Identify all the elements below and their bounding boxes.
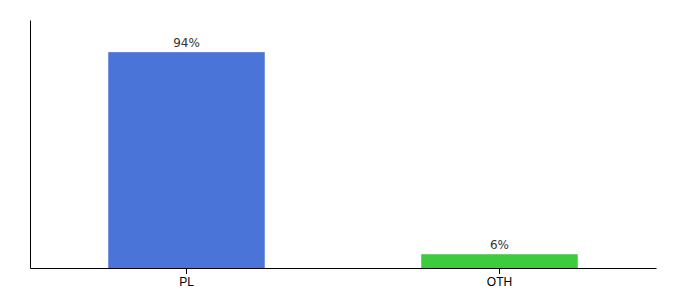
data-label: 6% [490, 238, 509, 252]
x-tick-mark [499, 268, 500, 274]
data-labels: 94% 6% [173, 36, 509, 252]
bars [108, 52, 578, 268]
plot: PL OTH 94% 6% [31, 21, 657, 289]
x-tick-mark [186, 268, 187, 274]
x-axis: PL OTH [31, 268, 657, 289]
x-tick: OTH [487, 268, 512, 289]
bar [421, 254, 578, 268]
y-axis-line [30, 21, 31, 269]
bar [108, 52, 265, 268]
x-tick-label: OTH [487, 275, 512, 289]
y-axis [30, 21, 31, 269]
x-axis-line [31, 268, 657, 269]
x-tick-label: PL [179, 275, 194, 289]
x-tick: PL [179, 268, 194, 289]
data-label: 94% [173, 36, 200, 50]
chart: PL OTH 94% 6% [0, 0, 680, 300]
